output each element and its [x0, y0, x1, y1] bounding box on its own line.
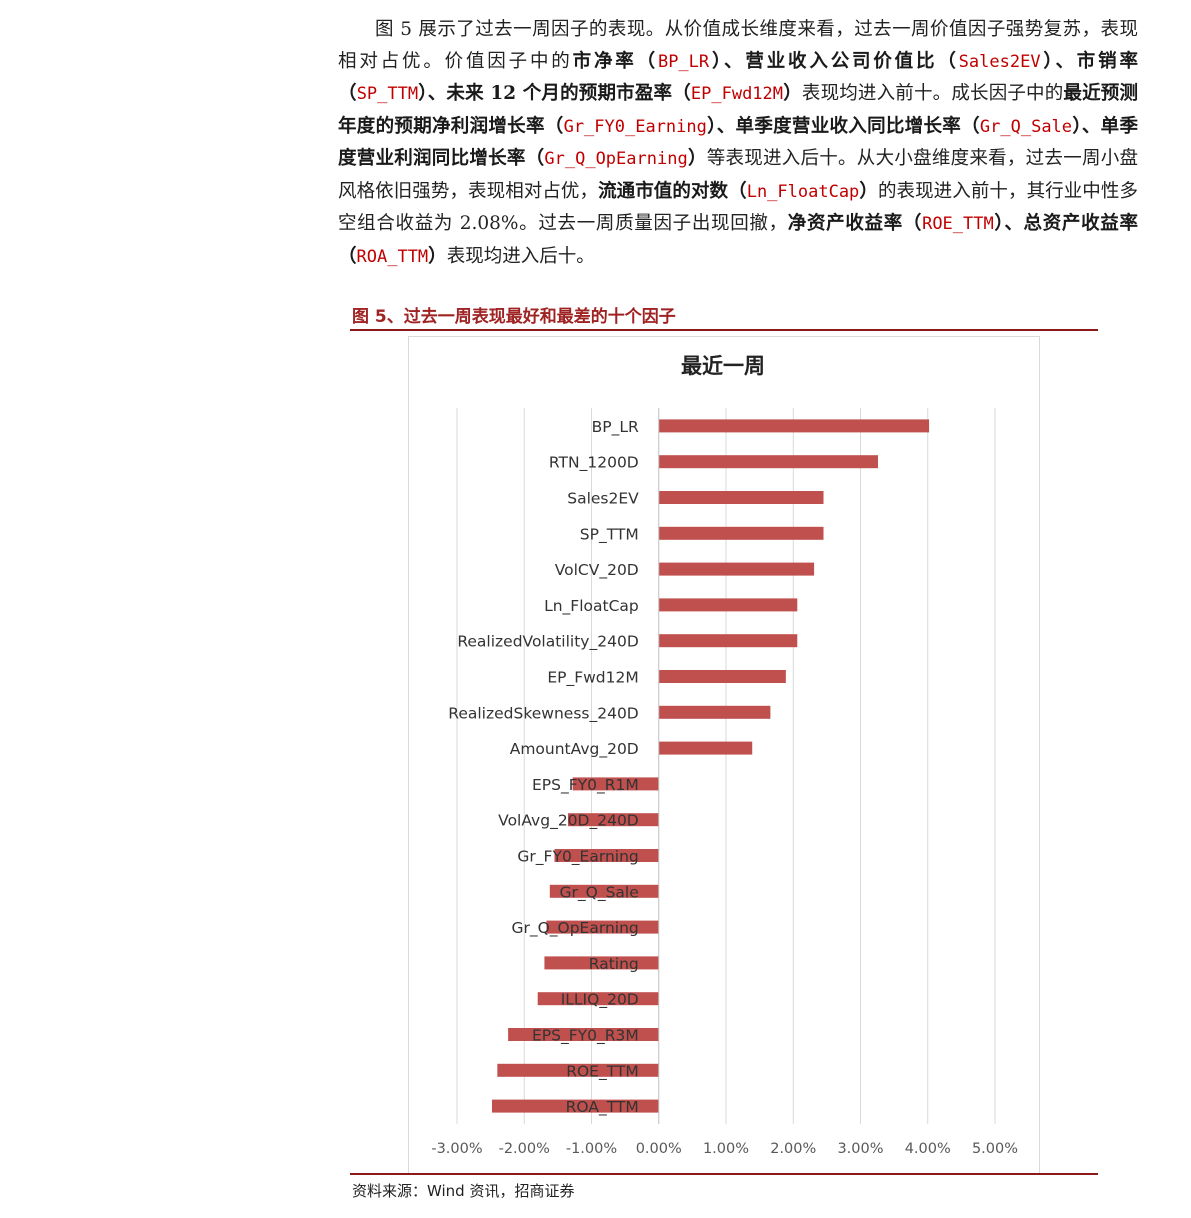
category-label: Ln_FloatCap — [544, 597, 639, 616]
para-bold: ）、营业收入公司价值比（ — [709, 50, 959, 72]
para-text: 的表现进入前十，其行业中性多空组合收益为 2.08%。过去一周质量因子出现回撤， — [338, 180, 1138, 235]
category-label: Gr_Q_OpEarning — [511, 919, 638, 938]
para-factor-code: ROA_TTM — [356, 246, 429, 267]
para-bold: ）、单季度营业收入同比增长率（ — [706, 115, 980, 137]
bar-ILLIQ_20D — [537, 992, 659, 1006]
bar-BP_LR — [658, 419, 930, 433]
x-tick-label: 5.00% — [972, 1141, 1018, 1157]
category-label: EPS_FY0_R1M — [532, 776, 639, 795]
para-bold: 最近预测年度的预期净利润增长率（ — [338, 83, 1138, 137]
para-factor-code: BP_LR — [657, 51, 710, 72]
bar-RealizedVolatility_240D — [658, 634, 798, 648]
para-bold: ） — [783, 83, 802, 104]
para-factor-code: ROE_TTM — [922, 214, 994, 234]
para-bold: ） — [687, 148, 707, 169]
bar-Gr_Q_Sale — [549, 884, 659, 898]
bar-RTN_1200D — [658, 455, 878, 469]
bar-Sales2EV — [658, 491, 824, 504]
para-bold: ） — [428, 245, 447, 267]
bar-RealizedSkewness_240D — [658, 705, 771, 719]
category-label: AmountAvg_20D — [510, 740, 639, 759]
x-tick-label: -3.00% — [431, 1141, 482, 1157]
category-label: Rating — [589, 955, 639, 973]
x-tick-label: 1.00% — [703, 1141, 749, 1157]
para-bold: 市净率（ — [572, 50, 658, 72]
para-factor-code: Gr_FY0_Earning — [563, 116, 707, 137]
bar-VolAvg_20D_240D — [567, 813, 659, 827]
category-label: EPS_FY0_R3M — [532, 1027, 639, 1046]
para-factor-code: EP_Fwd12M — [690, 84, 784, 104]
bar-EPS_FY0_R1M — [572, 777, 659, 791]
para-bold: 净资产收益率（ — [787, 213, 923, 234]
para-bold: 流通市值的对数（ — [598, 180, 747, 202]
category-label: RTN_1200D — [549, 454, 639, 473]
category-label: ROE_TTM — [566, 1062, 639, 1081]
para-text: 图 5 展示了过去一周因子的表现。从价值成长维度来看，过去一周价值因子强势复苏，… — [338, 19, 1138, 72]
category-label: RealizedSkewness_240D — [448, 704, 639, 723]
para-bold: ）、未来 12 个月的预期市盈率（ — [418, 83, 691, 104]
para-factor-code: Ln_FloatCap — [746, 181, 860, 202]
body-paragraph: 图 5 展示了过去一周因子的表现。从价值成长维度来看，过去一周价值因子强势复苏，… — [338, 14, 1138, 273]
bar-Gr_Q_OpEarning — [546, 920, 659, 934]
para-bold: ）、总资产收益率（ — [338, 213, 1138, 267]
figure-title: 图 5、过去一周表现最好和最差的十个因子 — [352, 307, 676, 327]
category-label: ROA_TTM — [566, 1098, 639, 1117]
category-label: BP_LR — [592, 418, 639, 437]
bar-EPS_FY0_R3M — [508, 1028, 659, 1041]
chart-title: 最近一周 — [681, 354, 765, 378]
para-text: 表现均进入前十。成长因子中的 — [801, 83, 1064, 104]
category-label: EP_Fwd12M — [547, 669, 638, 688]
bar-Rating — [544, 956, 659, 970]
category-label: Sales2EV — [567, 490, 639, 508]
bar-EP_Fwd12M — [658, 670, 786, 683]
x-tick-label: -1.00% — [566, 1141, 617, 1157]
bar-AmountAvg_20D — [658, 741, 753, 755]
category-label: VolCV_20D — [555, 561, 639, 580]
x-tick-label: 4.00% — [905, 1141, 951, 1157]
category-label: SP_TTM — [580, 525, 639, 544]
para-bold: ） — [859, 180, 878, 202]
category-label: VolAvg_20D_240D — [498, 812, 639, 831]
category-label: ILLIQ_20D — [561, 991, 639, 1010]
x-tick-label: -2.00% — [499, 1141, 550, 1157]
para-text: 等表现进入后十。从大小盘维度来看，过去一周小盘风格依旧强势，表现相对占优， — [338, 148, 1138, 202]
bar-Ln_FloatCap — [658, 598, 798, 612]
bar-SP_TTM — [658, 526, 824, 540]
bar-ROE_TTM — [497, 1063, 659, 1077]
para-factor-code: Gr_Q_Sale — [979, 116, 1073, 137]
bar-ROA_TTM — [491, 1099, 659, 1113]
x-tick-label: 3.00% — [837, 1141, 883, 1157]
bar-VolCV_20D — [658, 562, 815, 576]
para-factor-code: Sales2EV — [958, 51, 1041, 72]
figure-bottom-rule — [350, 1173, 1098, 1175]
para-factor-code: Gr_Q_OpEarning — [544, 149, 688, 169]
figure-source: 资料来源：Wind 资讯，招商证券 — [352, 1182, 575, 1200]
para-factor-code: SP_TTM — [356, 84, 419, 104]
figure-top-rule — [350, 329, 1098, 331]
x-tick-label: 0.00% — [636, 1141, 682, 1157]
category-label: RealizedVolatility_240D — [457, 633, 639, 652]
category-label: Gr_FY0_Earning — [517, 848, 638, 867]
para-text: 表现均进入后十。 — [446, 245, 595, 267]
x-tick-label: 2.00% — [770, 1141, 816, 1157]
para-bold: ）、市销率（ — [338, 50, 1138, 105]
category-label: Gr_Q_Sale — [559, 883, 638, 902]
para-bold: ）、单季度营业利润同比增长率（ — [338, 115, 1138, 170]
bar-Gr_FY0_Earning — [554, 849, 659, 862]
